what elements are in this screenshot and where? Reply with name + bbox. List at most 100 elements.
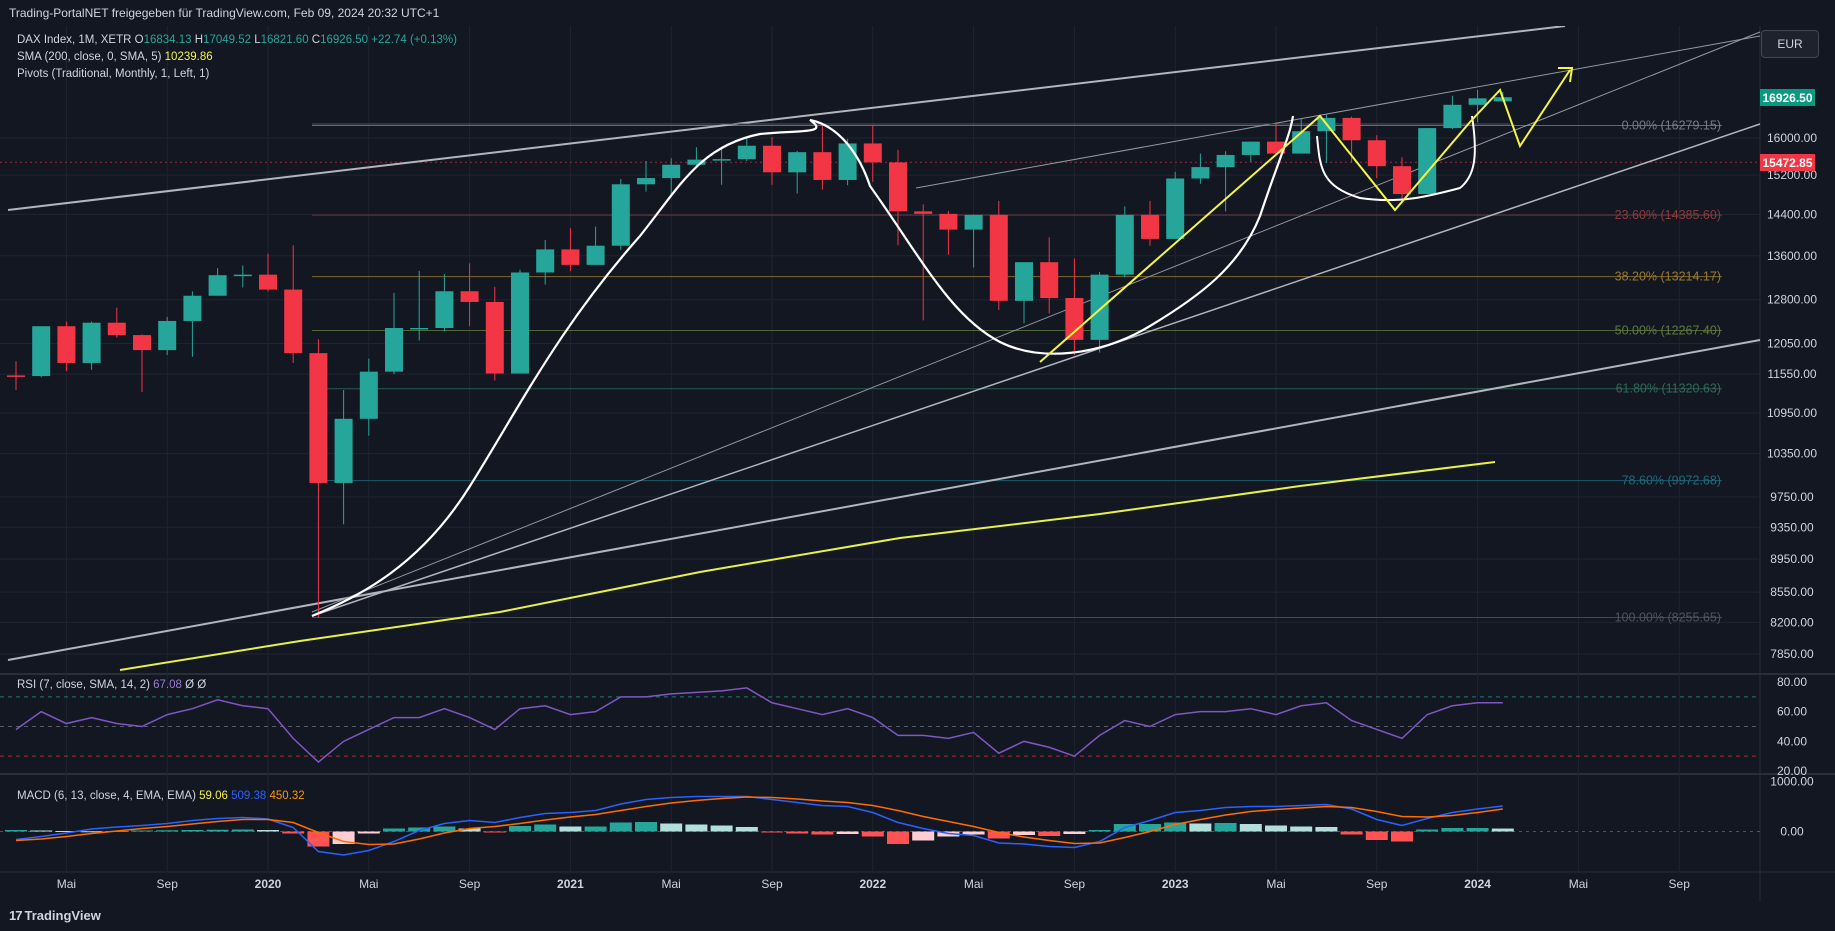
currency-button[interactable]: EUR [1761, 30, 1819, 58]
price-tick-label: 12800.00 [1767, 293, 1817, 307]
projection-arrow-head [1558, 67, 1574, 83]
candle-body [611, 184, 630, 246]
open-value: 16834.13 [143, 34, 192, 46]
pivots-legend[interactable]: Pivots (Traditional, Monthly, 1, Left, 1… [17, 68, 209, 80]
macd-histogram-bar [962, 831, 985, 835]
candle-body [57, 326, 76, 363]
price-tick-label: 9350.00 [1770, 520, 1814, 534]
macd-histogram-bar [257, 830, 279, 832]
candle-body [561, 249, 580, 265]
time-tick-label: 2023 [1162, 877, 1189, 891]
pivot-level-tag: 15472.85 [1760, 154, 1815, 172]
macd-histogram-bar [433, 826, 456, 832]
close-label: C [311, 34, 321, 46]
time-tick-label: Mai [359, 877, 378, 891]
close-value: 16926.50 [320, 34, 369, 46]
fib-level-label: 23.60% (14385.60) [1615, 208, 1721, 222]
macd-histogram-bar [1365, 831, 1388, 840]
symbol-name[interactable]: DAX Index, 1M, XETR [17, 34, 132, 46]
macd-histogram-bar [131, 830, 153, 832]
rsi-tick-label: 60.00 [1777, 705, 1807, 719]
macd-line-value: 509.38 [231, 790, 267, 802]
rsi-extra: Ø Ø [185, 679, 207, 691]
macd-histogram-bar [1189, 823, 1212, 832]
macd-signal-value: 450.32 [269, 790, 305, 802]
price-tick-label: 8550.00 [1770, 585, 1814, 599]
pivots-label: Pivots (Traditional, Monthly, 1, Left, 1… [17, 68, 210, 80]
candle-body [82, 322, 101, 363]
price-tick-label: 15200.00 [1767, 168, 1817, 182]
candle-body [410, 327, 429, 330]
candle-body [1166, 178, 1185, 239]
time-tick-label: Sep [761, 877, 783, 891]
rsi-tick-label: 40.00 [1777, 734, 1807, 748]
top-bar: Trading-PortalNET freigegeben für Tradin… [0, 0, 1835, 26]
price-tick-label: 13600.00 [1767, 249, 1817, 263]
candle-body [763, 145, 781, 173]
macd-histogram-bar [1088, 830, 1111, 832]
sma-line [119, 461, 1496, 671]
macd-histogram-bar [534, 824, 557, 832]
time-tick-label: 2022 [859, 877, 886, 891]
macd-histogram-bar [357, 831, 380, 834]
macd-signal-line [15, 796, 1503, 846]
candle-body [1468, 98, 1487, 105]
high-label: H [194, 34, 204, 46]
candle-body [788, 152, 807, 173]
tradingview-brand: TradingView [24, 908, 101, 923]
macd-histogram-bar [1013, 831, 1035, 835]
candle-body [1292, 131, 1311, 154]
macd-histogram-bar [559, 826, 582, 832]
candle-body [1216, 154, 1235, 168]
time-tick-label: Mai [1266, 877, 1285, 891]
time-tick-label: Sep [157, 877, 179, 891]
candle-body [183, 295, 202, 321]
macd-histogram-bar [1139, 824, 1161, 832]
macd-label: MACD (6, 13, close, 4, EMA, EMA) [17, 790, 196, 802]
macd-histogram-bar [383, 828, 405, 832]
macd-histogram-bar [1265, 825, 1287, 832]
macd-histogram-bar [836, 831, 859, 834]
macd-histogram-bar [206, 829, 229, 832]
macd-legend[interactable]: MACD (6, 13, close, 4, EMA, EMA) 59.06 5… [17, 790, 305, 802]
candle-body [863, 143, 882, 163]
price-tick-label: 16000.00 [1767, 131, 1817, 145]
symbol-legend: DAX Index, 1M, XETR O16834.13 H17049.52 … [17, 34, 457, 46]
tradingview-logo[interactable]: 17 TradingView [9, 908, 101, 923]
macd-histogram-bar [5, 830, 27, 832]
macd-histogram-bar [1164, 822, 1187, 832]
candle-body [964, 214, 983, 230]
time-tick-label: Sep [1366, 877, 1388, 891]
candle-body [737, 145, 756, 160]
trend-line-thin-diag [311, 31, 1761, 613]
macd-histogram-bar [1340, 831, 1363, 835]
candle-body [712, 159, 731, 161]
rsi-tick-label: 80.00 [1777, 675, 1807, 689]
candle-body [813, 152, 832, 180]
rsi-legend[interactable]: RSI (7, close, SMA, 14, 2) 67.08 Ø Ø [17, 679, 206, 691]
macd-histogram-bar [811, 831, 834, 835]
macd-histogram-bar [710, 825, 733, 832]
macd-histogram-bar [55, 831, 78, 832]
time-tick-label: Sep [1064, 877, 1086, 891]
hand-drawn-curve [311, 115, 1295, 618]
price-tick-label: 7850.00 [1770, 647, 1814, 661]
macd-histogram-bar [1239, 824, 1262, 832]
macd-histogram-bar [1491, 828, 1514, 832]
macd-histogram-bar [1416, 829, 1439, 832]
candle-body [385, 327, 403, 372]
sma-legend[interactable]: SMA (200, close, 0, SMA, 5) 10239.86 [17, 51, 213, 63]
chart-canvas[interactable]: Mai Sep 2020 Mai Sep 2021 Mai Sep 2022 Mai Sep 2023… [0, 26, 1835, 901]
macd-tick-label: 1000.00 [1770, 775, 1814, 789]
time-tick-label: Sep [1669, 877, 1691, 891]
time-tick-label: 2021 [557, 877, 584, 891]
time-tick-label: Mai [1569, 877, 1588, 891]
candle-body [1418, 128, 1437, 195]
macd-histogram-bar [584, 826, 607, 832]
candle-body [838, 143, 857, 180]
candle-body [309, 353, 328, 483]
candle-body [334, 418, 353, 483]
rsi-value: 67.08 [153, 679, 182, 691]
high-value: 17049.52 [203, 34, 252, 46]
macd-histogram-bar [685, 824, 708, 832]
